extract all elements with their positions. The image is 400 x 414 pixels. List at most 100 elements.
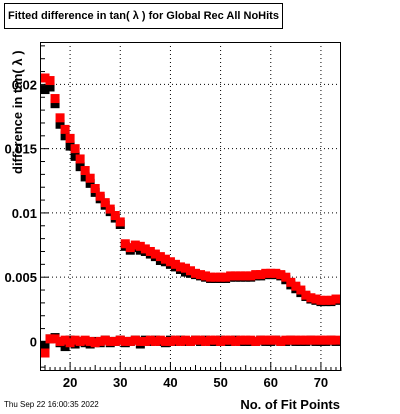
red-data-point xyxy=(170,335,180,345)
x-tick-label: 40 xyxy=(163,375,177,390)
red-data-point xyxy=(281,272,291,282)
red-data-point xyxy=(296,335,306,345)
red-data-point xyxy=(135,336,145,346)
red-data-point xyxy=(241,271,251,281)
y-tick-label: 0.01 xyxy=(12,206,37,221)
red-data-point xyxy=(271,335,281,345)
red-data-point xyxy=(60,124,70,134)
red-data-point xyxy=(296,285,306,295)
red-data-point xyxy=(301,335,311,345)
red-data-point xyxy=(95,191,105,201)
red-data-point xyxy=(281,335,291,345)
red-data-point xyxy=(321,335,331,345)
red-data-point xyxy=(55,113,65,123)
red-data-point xyxy=(196,270,206,280)
black-data-point xyxy=(80,172,90,182)
red-data-point xyxy=(70,144,80,154)
red-data-point xyxy=(191,268,201,278)
red-data-point xyxy=(266,335,276,345)
black-data-point xyxy=(50,99,60,109)
red-data-point xyxy=(65,338,75,348)
red-data-point xyxy=(226,271,236,281)
red-data-point xyxy=(301,290,311,300)
red-data-point xyxy=(201,336,211,346)
red-data-point xyxy=(180,335,190,345)
red-data-point xyxy=(236,271,246,281)
y-tick-label: 0.02 xyxy=(12,77,37,92)
x-tick-label: 60 xyxy=(264,375,278,390)
red-data-point xyxy=(115,217,125,227)
red-data-point xyxy=(125,336,135,346)
red-data-point xyxy=(165,257,175,267)
black-data-point xyxy=(40,85,50,95)
black-data-point xyxy=(75,162,85,172)
red-data-point xyxy=(165,336,175,346)
red-data-point xyxy=(80,166,90,176)
red-data-point xyxy=(100,198,110,208)
red-data-point xyxy=(206,335,216,345)
red-data-point xyxy=(331,335,341,345)
red-data-point xyxy=(180,263,190,273)
red-data-point xyxy=(226,335,236,345)
red-data-point xyxy=(90,338,100,348)
red-data-point xyxy=(110,336,120,346)
red-data-point xyxy=(145,335,155,345)
red-data-point xyxy=(326,335,336,345)
red-data-point xyxy=(266,268,276,278)
red-data-point xyxy=(85,336,95,346)
red-data-point xyxy=(160,254,170,264)
red-data-point xyxy=(256,335,266,345)
red-data-point xyxy=(145,246,155,256)
red-data-point xyxy=(120,336,130,346)
red-data-point xyxy=(216,336,226,346)
red-data-point xyxy=(105,336,115,346)
red-data-point xyxy=(100,335,110,345)
red-data-point xyxy=(231,336,241,346)
red-data-point xyxy=(211,335,221,345)
red-data-point xyxy=(65,133,75,143)
red-data-point xyxy=(85,173,95,183)
red-data-point xyxy=(201,271,211,281)
x-tick-label: 30 xyxy=(113,375,127,390)
black-data-point xyxy=(60,131,70,141)
red-data-point xyxy=(231,271,241,281)
black-data-point xyxy=(65,141,75,151)
red-data-point xyxy=(221,335,231,345)
red-data-point xyxy=(170,259,180,269)
red-data-point xyxy=(316,295,326,305)
red-data-point xyxy=(276,336,286,346)
red-data-point xyxy=(276,270,286,280)
black-data-point xyxy=(55,119,65,129)
red-data-point xyxy=(60,335,70,345)
red-data-point xyxy=(186,336,195,346)
red-data-point xyxy=(271,268,281,278)
red-data-point xyxy=(261,268,271,278)
red-data-point xyxy=(236,335,246,345)
red-data-point xyxy=(70,335,80,345)
red-data-point xyxy=(140,244,150,254)
red-data-point xyxy=(286,277,296,287)
red-data-point xyxy=(251,336,261,346)
red-data-point xyxy=(150,249,160,259)
red-data-point xyxy=(191,335,201,345)
red-data-point xyxy=(261,335,271,345)
black-data-point xyxy=(40,340,50,350)
red-data-point xyxy=(216,272,226,282)
y-tick-label: 0 xyxy=(30,334,37,349)
red-data-point xyxy=(160,336,170,346)
y-tick-label: 0.005 xyxy=(4,270,37,285)
red-data-point xyxy=(130,240,140,250)
red-data-point xyxy=(155,335,165,345)
red-data-point xyxy=(331,294,341,304)
black-data-point xyxy=(60,342,70,352)
red-data-point xyxy=(321,295,331,305)
red-data-point xyxy=(291,335,301,345)
red-data-point xyxy=(110,210,120,220)
chart-title: Fitted difference in tan( λ ) for Global… xyxy=(4,3,283,29)
red-data-point xyxy=(206,272,216,282)
red-data-point xyxy=(246,335,256,345)
red-data-point xyxy=(40,73,50,83)
black-data-point xyxy=(70,151,80,161)
red-data-point xyxy=(135,241,145,251)
